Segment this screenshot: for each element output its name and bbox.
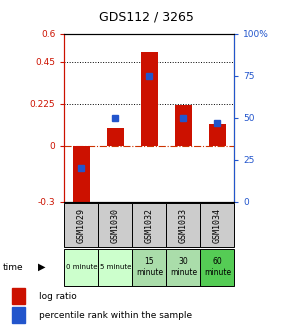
Bar [12, 307, 25, 323]
Text: 5 minute: 5 minute [100, 264, 131, 270]
Text: 30
minute: 30 minute [170, 257, 197, 277]
Text: percentile rank within the sample: percentile rank within the sample [39, 311, 192, 320]
Text: GSM1032: GSM1032 [145, 208, 154, 243]
Text: 60
minute: 60 minute [204, 257, 231, 277]
Bar [200, 203, 234, 247]
Text: GSM1030: GSM1030 [111, 208, 120, 243]
Bar [98, 249, 132, 286]
Text: ▶: ▶ [38, 262, 46, 272]
Text: log ratio: log ratio [39, 292, 76, 301]
Bar [12, 288, 25, 304]
Bar [132, 203, 166, 247]
Bar [64, 203, 98, 247]
Bar [64, 249, 98, 286]
Text: 0 minute: 0 minute [66, 264, 97, 270]
Bar [175, 106, 192, 145]
Bar [200, 249, 234, 286]
Text: GSM1029: GSM1029 [77, 208, 86, 243]
Text: GDS112 / 3265: GDS112 / 3265 [99, 10, 194, 23]
Bar [209, 124, 226, 145]
Bar [98, 203, 132, 247]
Bar [166, 203, 200, 247]
Bar [141, 52, 158, 145]
Bar [166, 249, 200, 286]
Text: GSM1034: GSM1034 [213, 208, 222, 243]
Text: time: time [3, 263, 23, 271]
Bar [107, 128, 124, 145]
Text: GSM1033: GSM1033 [179, 208, 188, 243]
Text: 15
minute: 15 minute [136, 257, 163, 277]
Bar [132, 249, 166, 286]
Bar [73, 145, 90, 208]
